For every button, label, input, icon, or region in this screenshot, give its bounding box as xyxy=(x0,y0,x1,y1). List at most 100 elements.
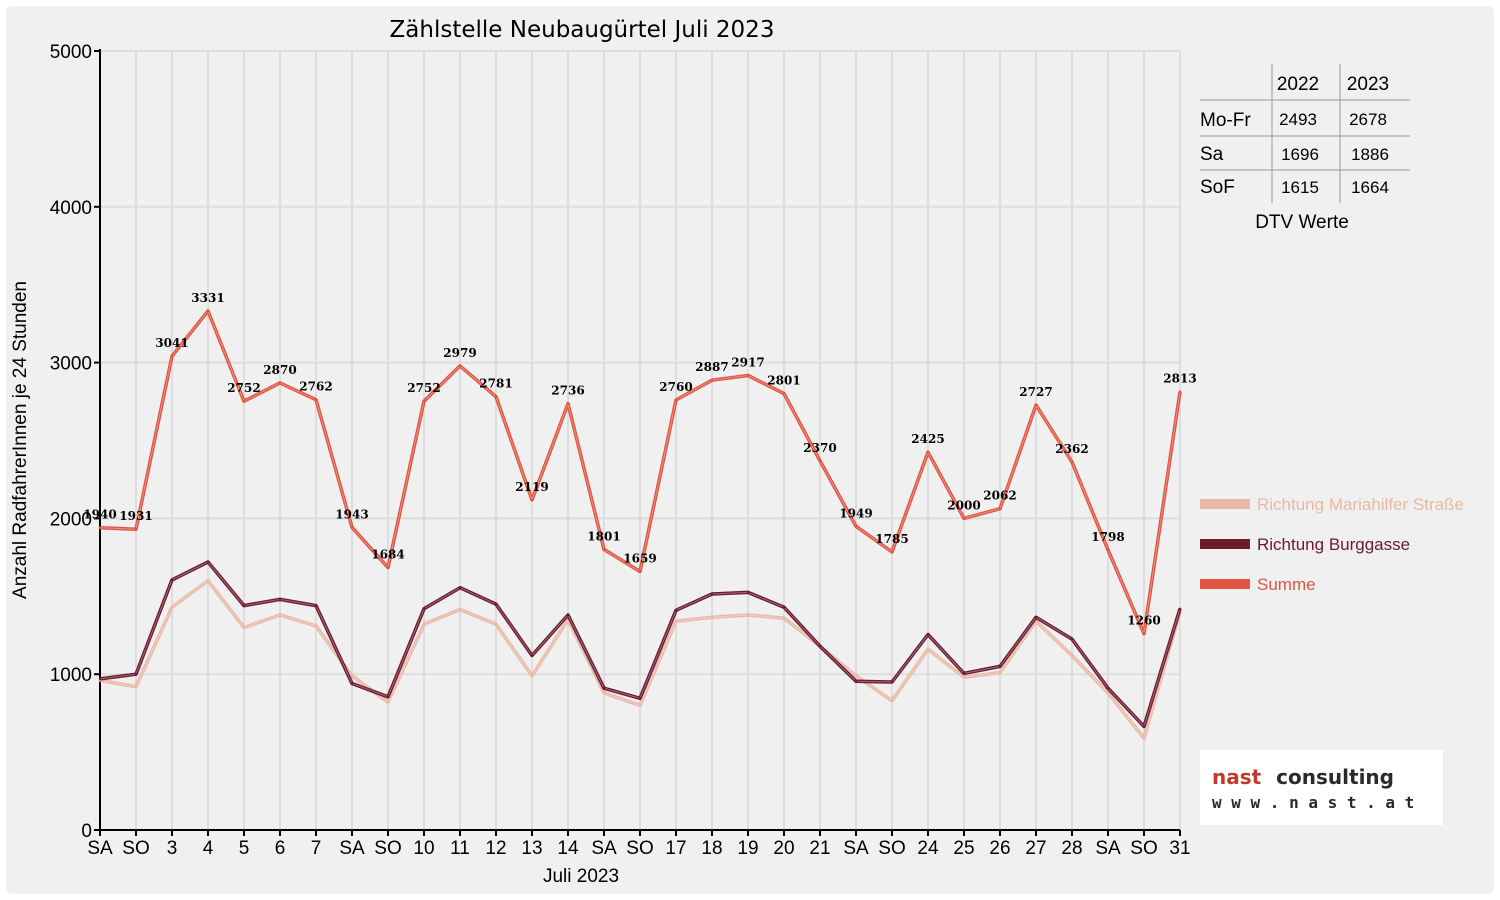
data-point xyxy=(314,604,318,607)
data-point xyxy=(782,392,786,395)
data-label: 2425 xyxy=(911,432,944,446)
x-tick-label: 17 xyxy=(665,838,686,859)
data-point xyxy=(998,671,1002,674)
data-point xyxy=(746,374,750,377)
data-label: 2119 xyxy=(515,480,548,494)
y-tick-label: 2000 xyxy=(50,509,92,530)
x-tick-label: 13 xyxy=(521,838,542,859)
x-tick-label: SO xyxy=(626,838,653,859)
logo-word-consulting: consulting xyxy=(1276,765,1394,789)
x-tick-label: 20 xyxy=(773,838,794,859)
data-point xyxy=(350,674,354,677)
data-point xyxy=(458,364,462,368)
data-label: 1801 xyxy=(587,529,620,543)
legend-label: Richtung Burggasse xyxy=(1257,535,1410,554)
table-cell: 1886 xyxy=(1351,145,1389,164)
data-point xyxy=(746,613,750,617)
x-tick-label: SA xyxy=(1095,838,1121,859)
legend: Richtung Mariahilfer Straße Richtung Burg… xyxy=(1200,495,1464,594)
data-point xyxy=(602,687,606,690)
data-point xyxy=(638,697,642,700)
legend-swatch xyxy=(1200,579,1250,589)
legend-swatch xyxy=(1200,539,1250,549)
data-point xyxy=(242,604,246,607)
legend-label: Richtung Mariahilfer Straße xyxy=(1257,495,1464,514)
data-point xyxy=(638,704,642,707)
table-caption: DTV Werte xyxy=(1255,212,1349,233)
data-point xyxy=(674,398,678,402)
data-point xyxy=(602,691,606,695)
data-point xyxy=(530,654,534,657)
x-tick-label: 25 xyxy=(953,838,974,859)
data-point xyxy=(782,616,786,620)
data-point xyxy=(458,586,462,589)
data-point xyxy=(350,526,354,529)
data-point xyxy=(674,620,678,623)
data-label: 1940 xyxy=(83,508,116,522)
x-axis-title: Juli 2023 xyxy=(543,866,619,887)
data-label: 2781 xyxy=(479,377,512,391)
x-tick-label: SA xyxy=(87,838,113,859)
data-point xyxy=(746,591,750,594)
data-point xyxy=(854,674,858,677)
data-point xyxy=(170,606,174,609)
data-point xyxy=(854,680,858,683)
data-point xyxy=(962,517,966,520)
data-point xyxy=(170,355,174,358)
data-label: 2801 xyxy=(767,374,800,388)
axes: 0 1000 2000 3000 4000 5000 SA SO 3 4 5 6 7 SA SO 10 11 12… xyxy=(50,42,1191,859)
data-point xyxy=(962,672,966,675)
data-point xyxy=(206,309,210,313)
legend-swatch xyxy=(1200,499,1250,509)
data-label: 2000 xyxy=(947,498,980,512)
data-point xyxy=(206,560,210,564)
table-row-label: Sa xyxy=(1200,144,1224,165)
data-label: 2762 xyxy=(299,380,332,394)
data-point xyxy=(386,695,390,698)
data-point xyxy=(134,673,138,676)
table-cell: 2678 xyxy=(1349,110,1387,129)
table-header-2023: 2023 xyxy=(1347,74,1389,95)
data-point xyxy=(1178,390,1182,393)
data-point xyxy=(890,699,894,702)
data-point xyxy=(926,633,930,636)
y-tick-label: 0 xyxy=(81,821,92,842)
data-point xyxy=(206,579,210,582)
x-tick-label: 26 xyxy=(989,838,1010,859)
data-label: 2062 xyxy=(983,489,1016,503)
y-tick-label: 1000 xyxy=(50,665,92,686)
data-point xyxy=(962,676,966,679)
x-tick-label: 6 xyxy=(275,838,286,859)
x-tick-label: 5 xyxy=(239,838,250,859)
data-point xyxy=(134,527,138,531)
data-point xyxy=(350,682,354,685)
data-label: 2752 xyxy=(227,381,260,395)
data-point xyxy=(278,598,282,601)
data-point xyxy=(854,525,858,528)
table-row-label: SoF xyxy=(1200,177,1235,198)
data-point xyxy=(1070,654,1074,657)
data-label: 2813 xyxy=(1163,372,1196,386)
x-tick-label: 7 xyxy=(311,838,322,859)
table-cell: 1696 xyxy=(1281,145,1319,164)
x-tick-label: SA xyxy=(591,838,617,859)
data-point xyxy=(602,548,606,551)
data-point xyxy=(242,400,246,403)
data-point xyxy=(530,498,534,502)
data-label: 2370 xyxy=(803,441,836,455)
data-label: 2362 xyxy=(1055,442,1088,456)
data-label: 2887 xyxy=(695,360,728,374)
data-point xyxy=(710,592,714,596)
logo-background xyxy=(1200,750,1443,825)
x-tick-label: SO xyxy=(878,838,905,859)
data-point xyxy=(1142,736,1146,740)
data-point xyxy=(566,402,570,405)
company-logo: nast consulting w w w . n a s t . a t xyxy=(1200,750,1443,825)
data-label: 2870 xyxy=(263,363,296,377)
data-point xyxy=(1178,607,1182,610)
logo-text: nast consulting xyxy=(1212,765,1394,789)
table-cell: 1664 xyxy=(1351,178,1389,197)
data-label: 1949 xyxy=(839,506,872,520)
data-point xyxy=(1070,460,1074,464)
